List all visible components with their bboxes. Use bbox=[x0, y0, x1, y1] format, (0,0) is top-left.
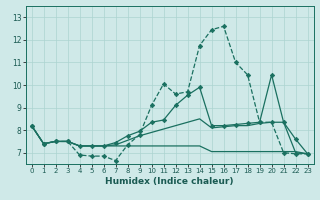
X-axis label: Humidex (Indice chaleur): Humidex (Indice chaleur) bbox=[105, 177, 234, 186]
